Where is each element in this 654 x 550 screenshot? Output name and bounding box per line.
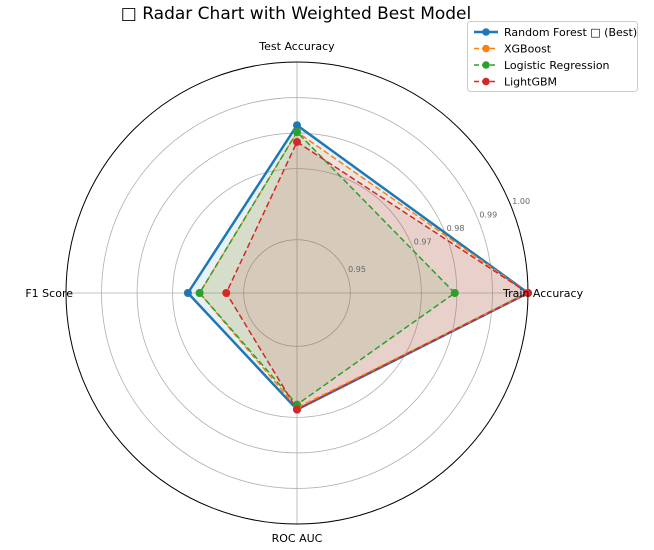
radial-tick-label: 0.99 xyxy=(479,210,497,219)
series-fill xyxy=(226,141,528,410)
axis-labels: Train Accuracy Test Accuracy F1 Score ROC A… xyxy=(25,40,583,545)
radial-tick-labels: 0.95 0.97 0.98 0.99 1.00 xyxy=(348,197,530,274)
series-fill xyxy=(199,132,455,405)
radial-tick-label: 1.00 xyxy=(512,197,530,206)
data-point xyxy=(195,289,204,297)
data-point xyxy=(293,405,301,414)
axis-label: Test Accuracy xyxy=(258,40,335,53)
axis-label: ROC AUC xyxy=(272,532,323,545)
series-fill xyxy=(199,132,528,408)
radial-tick-label: 0.95 xyxy=(348,265,366,274)
data-point xyxy=(293,137,301,146)
data-point xyxy=(450,289,459,297)
radial-tick-label: 0.98 xyxy=(447,224,465,233)
data-point xyxy=(222,289,231,297)
data-point xyxy=(293,128,301,137)
legend-marker xyxy=(482,77,490,86)
legend-box xyxy=(467,21,638,92)
data-point xyxy=(293,121,301,130)
legend-label: Logistic Regression xyxy=(504,59,610,72)
axis-label: Train Accuracy xyxy=(502,287,584,300)
data-point xyxy=(183,289,192,297)
series-lines xyxy=(183,121,532,414)
series-fills xyxy=(187,125,528,410)
axis-label: F1 Score xyxy=(25,287,73,300)
series-fill xyxy=(187,125,528,410)
legend-marker xyxy=(482,28,490,36)
series-line xyxy=(198,131,456,406)
legend-marker xyxy=(482,44,490,53)
legend: Random Forest □ (Best) XGBoost Logistic Re… xyxy=(467,21,638,92)
legend-label: XGBoost xyxy=(504,43,552,56)
legend-label: Random Forest □ (Best) xyxy=(504,26,637,39)
chart-title: □ Radar Chart with Weighted Best Model xyxy=(121,4,471,24)
radial-tick-label: 0.97 xyxy=(414,238,432,247)
legend-marker xyxy=(482,61,490,69)
data-point xyxy=(524,289,532,297)
legend-label: LightGBM xyxy=(504,76,557,89)
